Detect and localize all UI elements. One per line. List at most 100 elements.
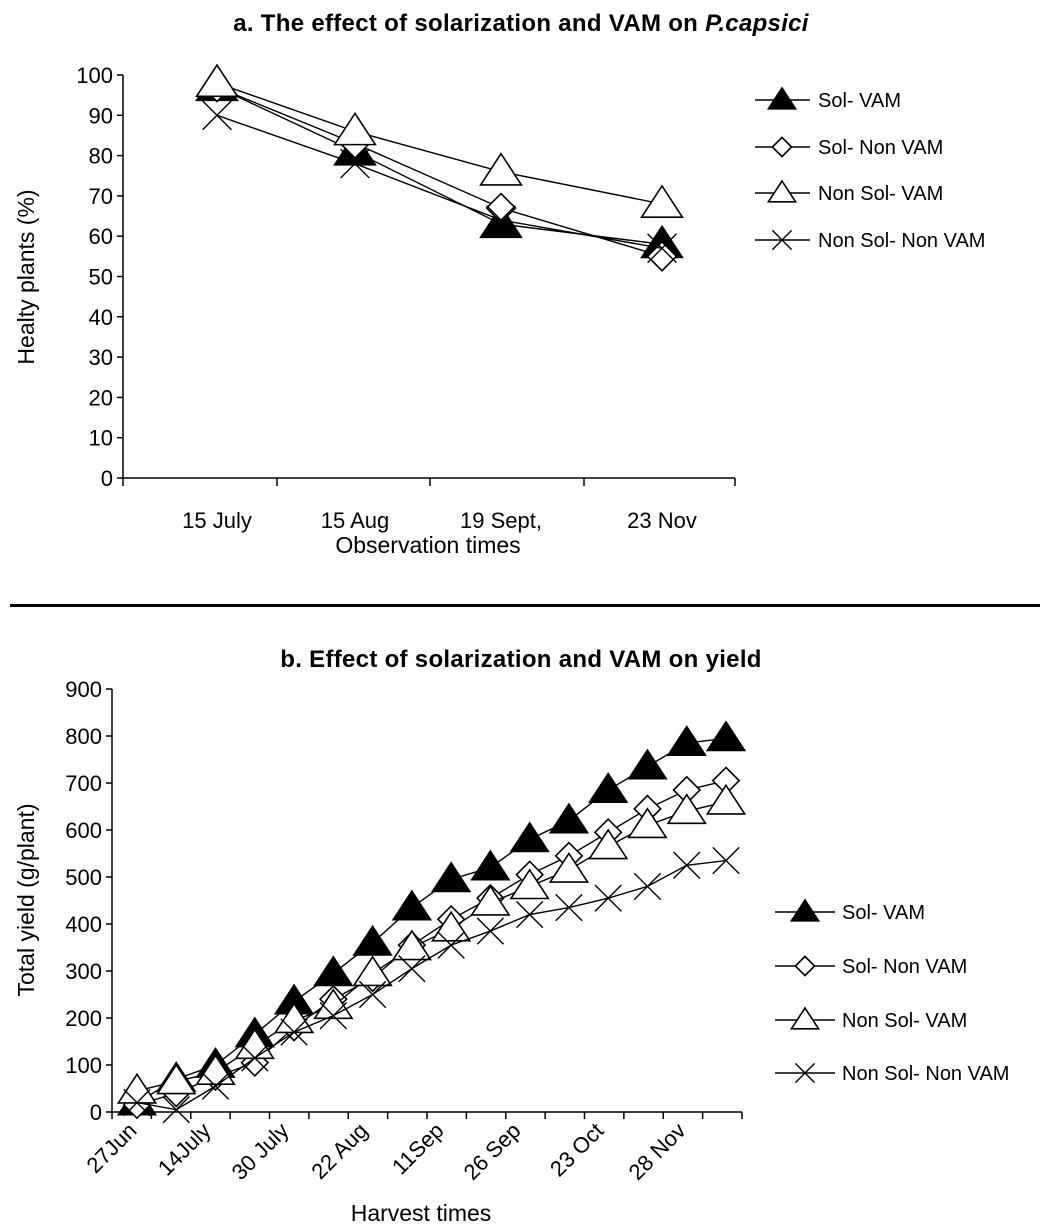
chart-b-data-point (430, 861, 472, 893)
chart-b-data-point (705, 720, 747, 752)
chart-b-data-point (391, 929, 433, 961)
chart-b-data-point (437, 931, 465, 959)
chart-b-data-point (116, 1072, 158, 1104)
chart-b-data-point (430, 910, 472, 942)
chart-b-data-point (280, 1018, 308, 1046)
chart-b-y-tick-label: 200 (65, 1006, 102, 1031)
chart-a-title: a. The effect of solarization and VAM on… (233, 10, 809, 37)
chart-b-data-point (627, 748, 668, 780)
chart-a-legend-label: Sol- Non VAM (818, 137, 943, 159)
chart-a-data-point (195, 63, 239, 98)
chart-a-y-tick-label: 20 (89, 385, 113, 410)
chart-a-y-tick-label: 10 (89, 426, 113, 451)
chart-b-legend-label: Sol- VAM (842, 902, 925, 924)
chart-a-x-tick-label: 23 Nov (627, 508, 697, 533)
chart-b-legend-marker (794, 955, 816, 977)
chart-b-x-tick-label: 23 Oct (545, 1118, 609, 1182)
chart-b-data-point (398, 954, 426, 983)
chart-b-data-point (313, 955, 354, 987)
chart-a-legend-marker (766, 179, 798, 203)
chart-b-data-point (666, 793, 707, 825)
chart-b-data-point (588, 828, 629, 860)
chart-b-data-point (313, 988, 354, 1020)
chart-b-data-point (548, 802, 590, 834)
chart-b-data-point (470, 884, 511, 916)
chart-a-data-point (340, 148, 370, 179)
chart-b-data-point (156, 1063, 197, 1095)
chart-b-title: b. Effect of solarization and VAM on yie… (280, 646, 762, 673)
chart-b-series-line (136, 859, 727, 1111)
chart-a-legend-label: Sol- VAM (818, 90, 901, 112)
chart-b-data-point (633, 872, 662, 901)
chart-b-data-point (162, 1095, 190, 1124)
chart-b-data-point (627, 807, 668, 839)
chart-b-legend-label: Non Sol- VAM (842, 1010, 967, 1032)
chart-a-y-tick-label: 100 (76, 63, 113, 88)
chart-a-series-line (216, 82, 663, 205)
chart-a-data-point (333, 111, 377, 146)
chart-b-data-point (594, 884, 622, 912)
chart-b-series-line (136, 779, 727, 1106)
chart-a-y-axis-title: Healty plants (%) (13, 189, 39, 364)
chart-a-data-point (646, 240, 678, 272)
chart-a-legend-marker (771, 136, 793, 158)
chart-b-legend-label: Sol- Non VAM (842, 956, 967, 978)
chart-b-data-point (673, 851, 701, 879)
chart-a-series-line (216, 86, 663, 245)
chart-a-data-point (486, 205, 516, 235)
chart-b-x-tick-label: 26 Sep (459, 1118, 526, 1185)
chart-b-y-tick-label: 500 (65, 865, 102, 890)
chart-b-data-point (588, 772, 629, 803)
chart-b-x-tick-label: 30 July (227, 1118, 294, 1185)
chart-b-y-tick-label: 600 (65, 818, 102, 843)
chart-b-data-point (352, 955, 393, 987)
chart-b: 0 100 200 300 400 500 600 700 800 900 27Jun 14July 3… (13, 677, 1009, 1226)
chart-b-x-tick-label: 28 Nov (624, 1118, 691, 1185)
chart-a-x-tick-label: 19 Sept, (460, 508, 542, 533)
chart-b-data-point (476, 917, 505, 945)
chart-b-data-point (391, 889, 433, 921)
section-divider (10, 604, 1040, 607)
chart-a-y-tick-label: 60 (89, 224, 113, 249)
chart-b-data-point (358, 980, 387, 1009)
chart-a-data-point (640, 184, 684, 218)
chart-b-legend-marker (794, 1062, 816, 1084)
chart-b-legend-marker (789, 898, 821, 922)
chart-a-series-line (216, 114, 663, 249)
chart-b-data-point (548, 851, 590, 883)
chart-a-legend-label: Non Sol- VAM (818, 183, 943, 205)
chart-a-series-line (216, 86, 663, 258)
chart-a-x-tick-label: 15 July (182, 508, 252, 533)
chart-b-data-point (666, 725, 707, 756)
chart-b-data-point (705, 783, 747, 815)
chart-a-y-tick-label: 80 (89, 144, 113, 169)
chart-b-x-tick-label: 11Sep (387, 1118, 449, 1180)
chart-b-legend-label: Non Sol- Non VAM (842, 1063, 1009, 1085)
chart-b-y-axis-title: Total yield (g/plant) (13, 803, 39, 996)
chart-b-y-tick-label: 100 (65, 1053, 102, 1078)
chart-a-data-point (485, 192, 517, 224)
chart-a: 0 10 20 30 40 50 60 70 80 90 100 15 July 15 Aug 19 Se… (13, 63, 985, 558)
chart-b-data-point (712, 846, 740, 875)
chart-a-y-tick-label: 70 (89, 184, 113, 209)
chart-b-data-point (509, 868, 550, 900)
chart-b-y-tick-label: 400 (65, 912, 102, 937)
chart-b-x-tick-label: 27Jun (81, 1118, 141, 1178)
chart-b-data-point (470, 849, 511, 881)
chart-b-y-tick-label: 0 (90, 1100, 102, 1125)
chart-b-series-line (136, 801, 727, 1092)
chart-a-y-tick-label: 40 (89, 305, 113, 330)
chart-a-legend-label: Non Sol- Non VAM (818, 230, 985, 252)
chart-a-x-axis-title: Observation times (335, 532, 520, 558)
chart-b-data-point (123, 1088, 151, 1117)
chart-a-y-tick-label: 90 (89, 103, 113, 128)
chart-b-data-point (241, 1044, 269, 1072)
chart-b-x-tick-label: 22 Aug (306, 1118, 372, 1184)
chart-b-data-point (509, 821, 550, 853)
chart-a-y-tick-label: 30 (89, 345, 113, 370)
chart-a-y-tick-label: 50 (89, 265, 113, 290)
chart-a-data-point (647, 233, 677, 264)
chart-b-series-line (136, 737, 727, 1104)
chart-b-x-axis-title: Harvest times (351, 1200, 492, 1226)
